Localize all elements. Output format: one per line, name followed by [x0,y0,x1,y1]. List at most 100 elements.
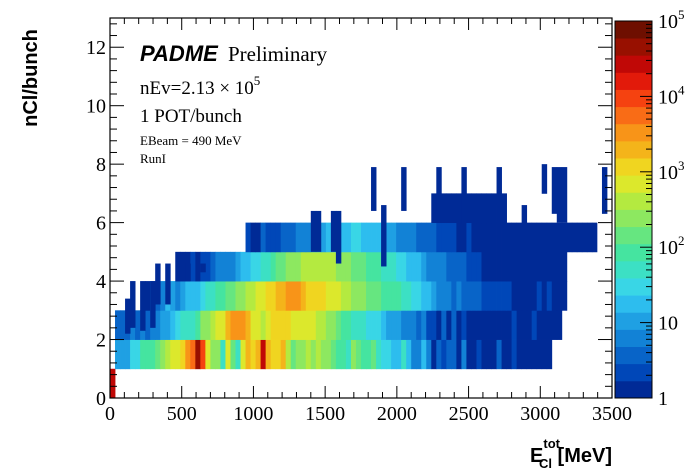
heatmap-cell [436,310,442,340]
heatmap-cell [330,251,337,282]
x-tick-label: 2500 [449,403,489,425]
heatmap-cell [205,310,211,340]
x-axis-title: Etot Cl [MeV] [530,436,612,471]
heatmap-cell [135,310,141,340]
heatmap-cell [355,310,362,340]
heatmap-cell [466,251,472,282]
palette-tick-exponent: 2 [678,233,685,248]
heatmap-cell [355,251,362,282]
heatmap-cell [155,263,161,305]
heatmap-cell [376,310,382,340]
heatmap-cell [456,251,462,282]
heatmap-cell [180,251,186,282]
heatmap-cell [446,339,452,370]
palette-swatch [615,346,652,365]
heatmap-cell [305,281,312,311]
heatmap-cell [401,167,407,211]
heatmap-cell [170,281,176,311]
heatmap-cell [496,167,502,206]
heatmap-cell [506,222,512,253]
heatmap-cell [551,222,558,253]
heatmap-cell [265,281,272,311]
palette-swatch [615,260,652,279]
heatmap-cell [290,281,297,311]
palette-swatch [615,380,652,399]
heatmap-cell [270,281,277,311]
heatmap-cell [210,310,216,340]
heatmap-cell [451,281,457,311]
heatmap-cell [491,281,497,311]
heatmap-cell [501,222,507,253]
heatmap-cell [205,281,211,311]
heatmap-cell [471,339,477,370]
heatmap-cell [431,222,437,253]
heatmap-cell [476,310,482,340]
heatmap-cell [305,251,312,282]
heatmap-cell [285,339,292,370]
heatmap-cell [451,193,457,224]
heatmap-cell [466,310,472,340]
heatmap-cell [421,251,427,282]
heatmap-cell [245,222,251,253]
heatmap-cell [411,251,417,282]
heatmap-cell [511,281,518,311]
heatmap-cell [225,281,231,311]
heatmap-cell [190,339,196,370]
heatmap-cell [155,339,161,370]
heatmap-cell [491,339,497,370]
heatmap-cell [521,339,528,370]
heatmap-cell [391,310,397,340]
heatmap-cell [461,167,467,223]
heatmap-cell [160,310,166,340]
heatmap-cell [320,251,327,282]
heatmap-cell [521,205,528,252]
heatmap-cell [381,205,387,267]
heatmap-cell [426,222,432,253]
y-tick-label: 4 [96,271,106,293]
heatmap-cell [531,281,538,311]
palette-swatch [615,38,652,56]
heatmap-cell [210,251,216,282]
x-tick-label: 500 [167,403,197,425]
heatmap-cell [471,222,477,253]
heatmap-cell [366,251,372,282]
heatmap-cell [345,222,352,253]
heatmap-cell [285,281,292,311]
heatmap-cell [235,339,241,370]
heatmap-cell [290,310,297,340]
heatmap-cell [260,310,267,340]
palette-tick-base: 10 [658,86,678,108]
heatmap-cell [230,281,236,311]
heatmap-cell [280,339,287,370]
heatmap-cell [300,310,307,340]
heatmap-cell [310,251,317,282]
heatmap-cell [140,281,146,331]
heatmap-cell [330,210,337,252]
heatmap-cell [350,251,357,282]
palette-tick-label: 102 [658,233,685,259]
heatmap-cell [125,339,131,370]
heatmap-cell [130,339,136,370]
heatmap-cell [456,281,462,311]
x-axis: 0 500 1000 1500 2000 2500 3000 3500 [105,18,632,425]
status-label: Preliminary [228,42,328,66]
heatmap-cell [260,222,267,253]
palette-swatch [615,226,652,245]
heatmap-cell [436,251,442,282]
heatmap-cell [556,310,563,340]
heatmap-cell [350,281,357,311]
heatmap-cell [165,339,171,370]
heatmap-cell [355,222,362,253]
palette-frame [614,20,653,399]
heatmap-cell [345,281,352,311]
heatmap-cell [536,339,543,370]
heatmap-cell [441,281,447,311]
heatmap-cell [541,251,548,282]
heatmap-cell [526,339,533,370]
heatmap-cell [160,339,166,370]
heatmap-cell [406,310,412,340]
heatmap-cell [461,310,467,340]
heatmap-cell [250,339,256,370]
heatmap-cell [325,339,332,370]
